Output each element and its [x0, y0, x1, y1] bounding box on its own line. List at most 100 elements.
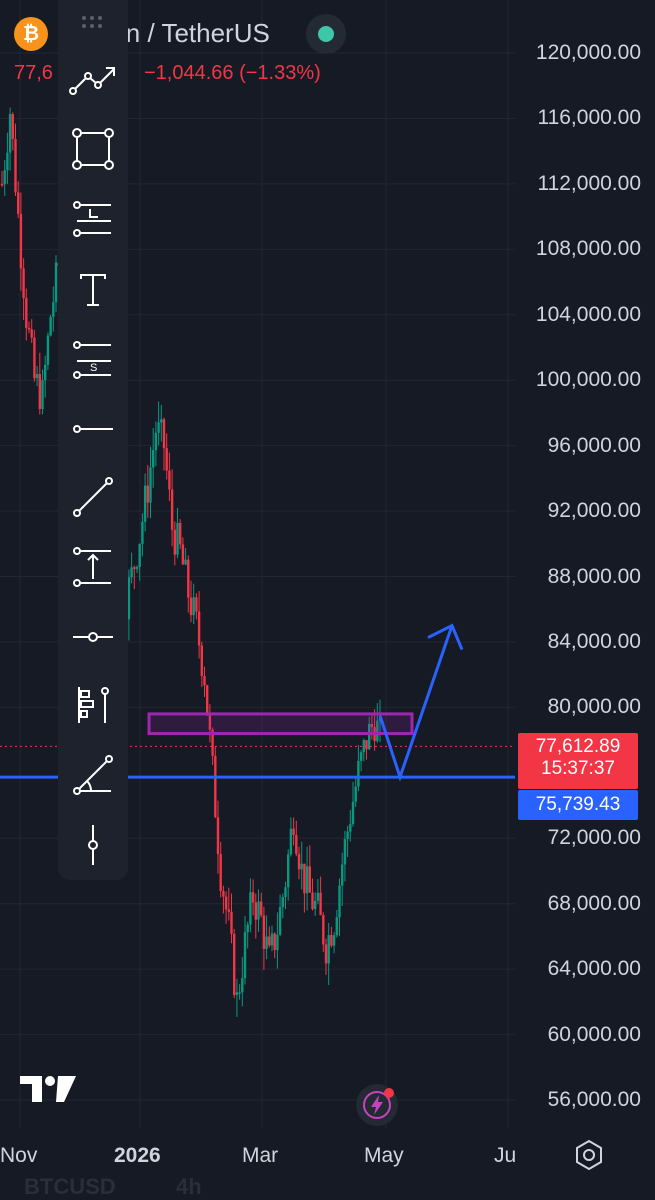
candle-body [224, 896, 228, 910]
bitcoin-icon: ₿ [14, 17, 48, 51]
bottom-symbol[interactable]: BTCUSD [24, 1174, 116, 1199]
lightning-icon [363, 1091, 391, 1119]
candle-body [46, 335, 50, 365]
candle-body [278, 907, 282, 935]
price-axis-label: 116,000.00 [537, 106, 641, 130]
candle-countdown: 15:37:37 [541, 758, 615, 779]
candle-body [149, 467, 152, 503]
candle-body [338, 885, 341, 918]
time-label-2026: 2026 [114, 1144, 161, 1167]
candle-body [143, 485, 147, 522]
candle-body [238, 992, 241, 994]
candle-body [349, 824, 352, 832]
price-axis-label: 96,000.00 [547, 433, 641, 457]
candle-body [322, 915, 325, 945]
candle-body [276, 934, 279, 951]
candle-body [52, 302, 55, 317]
candle-body [181, 544, 185, 565]
candle-body [295, 834, 298, 854]
long-position-icon[interactable] [66, 192, 120, 246]
candle-body [268, 936, 271, 946]
candle-body [243, 932, 247, 979]
candle-body [19, 214, 23, 269]
candle-body [8, 114, 12, 153]
price-axis-label: 84,000.00 [547, 629, 641, 653]
bottom-interval[interactable]: 4h [176, 1174, 202, 1199]
candle-body [219, 854, 222, 892]
candle-body [211, 729, 214, 756]
candle-body [203, 675, 206, 686]
rectangle-icon[interactable] [66, 122, 120, 176]
candle-body [173, 529, 176, 555]
candle-body [3, 170, 6, 185]
candle-body [365, 740, 368, 750]
price-axis-label: 68,000.00 [547, 891, 641, 915]
candle-body [44, 364, 47, 381]
ticker-row[interactable]: ₿ [14, 16, 48, 52]
candle-body [227, 909, 230, 912]
tradingview-logo[interactable] [20, 1072, 80, 1106]
candle-body [273, 933, 276, 951]
candle-body [160, 419, 163, 423]
short-position-icon[interactable]: S [66, 332, 120, 386]
candle-body [197, 611, 201, 646]
candle-body [319, 892, 322, 916]
candle-body [249, 892, 252, 925]
candle-body [27, 327, 31, 330]
market-status-indicator[interactable] [306, 14, 346, 54]
last-price: 77,6 [14, 62, 53, 84]
candle-body [187, 559, 190, 598]
price-range-icon[interactable] [66, 540, 120, 594]
candle-body [192, 597, 195, 616]
candle-body [6, 152, 9, 171]
candle-body [254, 902, 257, 920]
projection-arrowhead [427, 623, 464, 651]
price-axis-label: 60,000.00 [547, 1022, 641, 1046]
horizontal-line-icon[interactable] [66, 610, 120, 664]
price-axis-label: 88,000.00 [547, 564, 641, 588]
candle-body [262, 915, 266, 949]
drag-handle-icon[interactable] [80, 14, 108, 30]
trend-line-tools-icon[interactable] [66, 52, 120, 106]
time-label-jun: Ju [494, 1144, 517, 1167]
candle-body [289, 828, 293, 855]
svg-text:S: S [90, 362, 97, 374]
candle-body [324, 944, 328, 964]
trend-line-icon[interactable] [66, 470, 120, 524]
current-price-tag: 77,612.89 15:37:37 [518, 733, 638, 789]
vertical-line-icon[interactable] [66, 818, 120, 872]
candle-body [200, 645, 203, 676]
candle-body [327, 935, 330, 964]
horizontal-ray-icon[interactable] [66, 402, 120, 456]
candle-body [368, 723, 371, 750]
candle-body [346, 831, 349, 840]
candle-body [265, 936, 268, 949]
candle-body [376, 720, 379, 742]
candle-body [165, 448, 168, 471]
candle-body [359, 752, 363, 761]
symbol-title[interactable]: in / TetherUS [120, 18, 270, 48]
price-axis-label: 64,000.00 [547, 957, 641, 981]
drawing-toolbar: S [58, 0, 128, 880]
candle-body [154, 432, 158, 451]
candle-body [284, 887, 287, 898]
price-axis-label: 112,000.00 [537, 171, 641, 195]
bars-pattern-icon[interactable] [66, 678, 120, 732]
candle-body [133, 567, 136, 569]
settings-hex-icon[interactable] [572, 1138, 606, 1172]
price-change: −1,044.66 (−1.33%) [144, 62, 321, 84]
candle-body [54, 262, 58, 303]
time-label-mar: Mar [242, 1144, 279, 1167]
current-price-value: 77,612.89 [535, 736, 621, 757]
candle-body [230, 911, 233, 934]
price-axis-label: 92,000.00 [547, 499, 641, 523]
candle-body [287, 854, 290, 888]
candle-body [316, 892, 320, 901]
price-axis-label: 120,000.00 [535, 41, 641, 64]
trend-angle-icon[interactable] [66, 748, 120, 802]
candle-body [241, 978, 244, 993]
candle-body [351, 801, 355, 825]
text-icon[interactable] [66, 262, 120, 316]
candle-body [135, 566, 139, 569]
candle-body [35, 374, 39, 379]
